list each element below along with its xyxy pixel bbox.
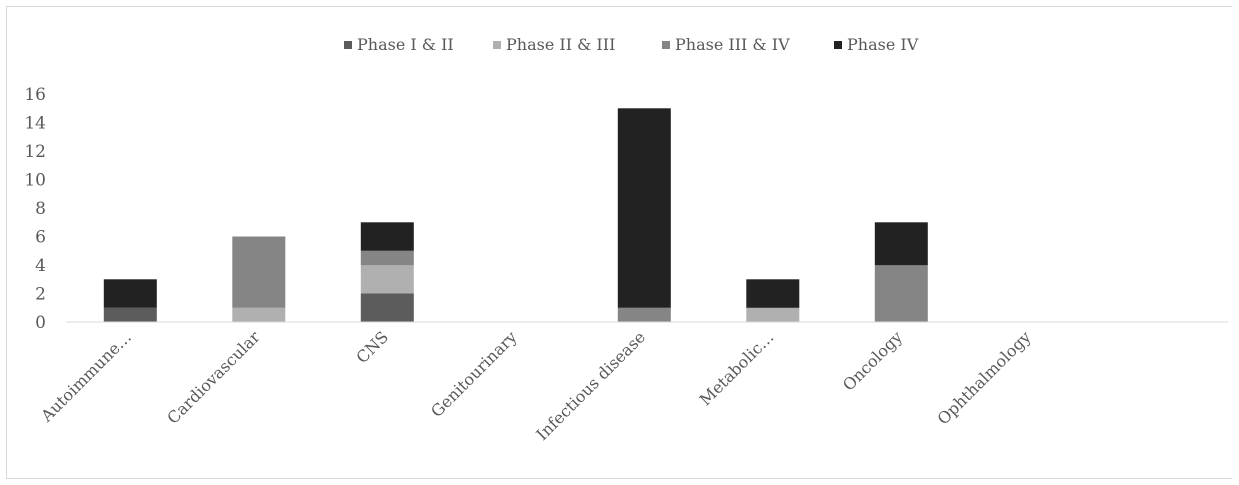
y-tick-label: 6: [35, 228, 46, 248]
bar-segment: [103, 307, 157, 323]
bar-segment: [360, 222, 414, 251]
bar-segment: [232, 307, 286, 323]
y-tick-label: 10: [24, 171, 46, 191]
bar-segment: [360, 250, 414, 266]
legend-swatch: [344, 41, 352, 49]
legend-swatch: [834, 41, 842, 49]
x-tick-label: Metabolic…: [696, 327, 778, 409]
x-axis: Autoimmune… Cardiovascular CNS Genitourinar…: [36, 327, 1034, 444]
bar-segment: [232, 236, 286, 308]
bar-segment: [360, 293, 414, 322]
legend-label: Phase IV: [847, 35, 919, 54]
y-tick-label: 8: [35, 199, 46, 219]
bar-segment: [617, 307, 671, 323]
y-tick-label: 4: [35, 256, 46, 276]
x-tick-label: Ophthalmology: [934, 327, 1035, 428]
y-tick-label: 12: [24, 142, 46, 162]
chart-legend: Phase I & II Phase II & III Phase III & IV…: [344, 35, 919, 54]
bar-segment: [746, 279, 800, 308]
bar-segment: [874, 222, 928, 266]
legend-label: Phase III & IV: [675, 35, 790, 54]
bar-segment: [103, 279, 157, 308]
legend-swatch: [662, 41, 670, 49]
x-tick-label: Infectious disease: [532, 327, 649, 444]
bar-segment: [617, 108, 671, 308]
x-tick-label: Genitourinary: [427, 327, 521, 421]
y-tick-label: 16: [24, 85, 46, 105]
y-tick-label: 0: [35, 313, 46, 333]
legend-label: Phase I & II: [357, 35, 454, 54]
bar-segment: [874, 265, 928, 322]
bars: [103, 108, 928, 323]
x-tick-label: Autoimmune…: [36, 327, 135, 426]
y-tick-label: 2: [35, 285, 46, 305]
bar-segment: [360, 265, 414, 294]
y-axis: 0 2 4 6 8 10 12 14 16: [24, 85, 46, 333]
legend-swatch: [493, 41, 501, 49]
bar-segment: [746, 307, 800, 323]
y-tick-label: 14: [24, 114, 46, 134]
legend-label: Phase II & III: [506, 35, 615, 54]
x-tick-label: Oncology: [839, 327, 906, 394]
x-tick-label: CNS: [352, 327, 392, 367]
x-tick-label: Cardiovascular: [163, 327, 264, 428]
